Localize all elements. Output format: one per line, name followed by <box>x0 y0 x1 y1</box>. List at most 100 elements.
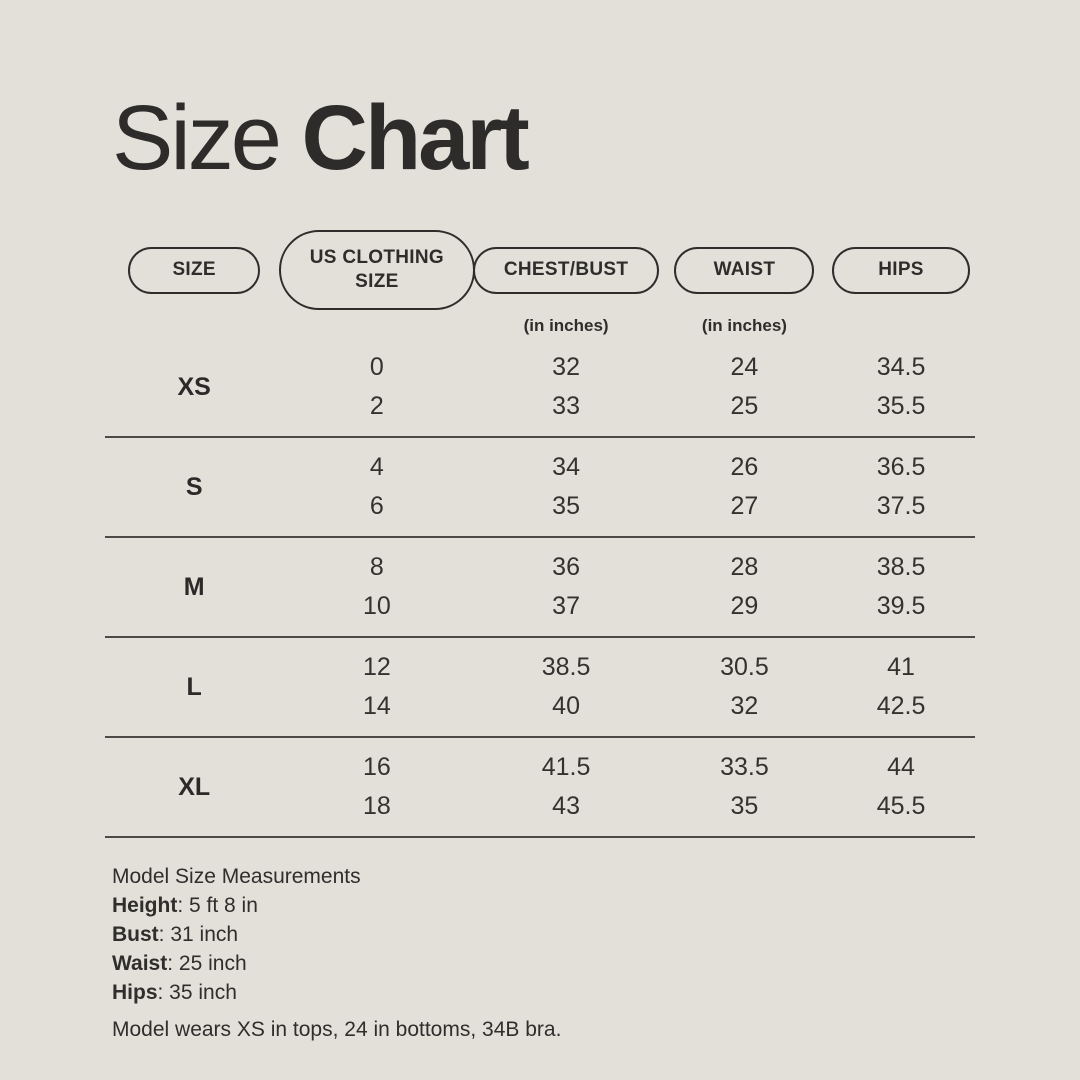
us-size-pill-area: US CLOTHING SIZE <box>278 228 475 312</box>
cell-value: 6 <box>369 492 384 520</box>
stat-hips: Hips: 35 inch <box>112 978 975 1007</box>
model-measurements: Model Size Measurements Height: 5 ft 8 i… <box>112 862 975 1044</box>
cell-value: 34.5 <box>876 353 926 381</box>
cell-hips: 34.5 35.5 <box>827 348 975 426</box>
waist-pill-area: WAIST <box>674 228 815 312</box>
cell-value: 30.5 <box>720 653 769 681</box>
chest-pill-area: CHEST/BUST <box>473 228 660 312</box>
cell-value: 26 <box>730 453 759 481</box>
cell-value: 33.5 <box>720 753 769 781</box>
cell-value: 32 <box>552 353 580 381</box>
cell-value: 10 <box>362 592 391 620</box>
table-row-xs: XS 0 2 32 33 24 25 34.5 35.5 <box>105 338 975 438</box>
stat-height-label: Height <box>112 894 178 917</box>
chest-header-sub: (in inches) <box>523 316 609 335</box>
cell-value: 36.5 <box>876 453 926 481</box>
stat-bust: Bust: 31 inch <box>112 920 975 949</box>
cell-value: 18 <box>362 792 391 820</box>
cell-value: 41.5 <box>541 753 591 781</box>
cell-value: 45.5 <box>876 792 926 820</box>
cell-value: 12 <box>362 653 391 681</box>
cell-value: 4 <box>369 453 384 481</box>
cell-value: 40 <box>552 692 580 720</box>
cell-value: 37.5 <box>876 492 926 520</box>
cell-waist: 28 29 <box>662 548 827 626</box>
stat-height: Height: 5 ft 8 in <box>112 891 975 920</box>
cell-waist: 33.5 35 <box>662 748 827 826</box>
cell-waist: 30.5 32 <box>662 648 827 726</box>
stat-bust-label: Bust <box>112 923 159 946</box>
cell-value: 29 <box>730 592 759 620</box>
cell-us-size: 0 2 <box>283 348 470 426</box>
cell-value: 35 <box>730 792 759 820</box>
cell-value: 36 <box>552 553 580 581</box>
header-cell-size: SIZE <box>105 228 283 338</box>
cell-hips: 44 45.5 <box>827 748 975 826</box>
cell-value: 42.5 <box>876 692 926 720</box>
cell-chest: 41.5 43 <box>470 748 661 826</box>
stat-waist-value: : 25 inch <box>167 952 247 975</box>
cell-value: 0 <box>369 353 384 381</box>
cell-chest: 32 33 <box>470 348 661 426</box>
cell-value: 43 <box>552 792 580 820</box>
cell-value: 27 <box>730 492 759 520</box>
header-cell-waist: WAIST (in inches) <box>662 228 827 338</box>
cell-chest: 38.5 40 <box>470 648 661 726</box>
cell-value: 25 <box>730 392 759 420</box>
chest-header-pill: CHEST/BUST <box>473 246 660 294</box>
cell-chest: 34 35 <box>470 448 661 526</box>
row-size-label: XS <box>177 372 211 401</box>
cell-hips: 41 42.5 <box>827 648 975 726</box>
stat-bust-value: : 31 inch <box>158 923 239 946</box>
cell-value: 24 <box>730 353 759 381</box>
header-cell-hips: HIPS <box>827 228 975 338</box>
cell-us-size: 8 10 <box>283 548 470 626</box>
us-size-header-pill: US CLOTHING SIZE <box>278 230 475 310</box>
cell-us-size: 16 18 <box>283 748 470 826</box>
cell-value: 28 <box>730 553 759 581</box>
table-row-m: M 8 10 36 37 28 29 38.5 39.5 <box>105 538 975 638</box>
cell-value: 34 <box>552 453 580 481</box>
cell-value: 38.5 <box>541 653 591 681</box>
cell-value: 2 <box>369 392 384 420</box>
title-space <box>279 87 302 189</box>
header-cell-us-size: US CLOTHING SIZE <box>278 228 475 338</box>
title-word-size: Size <box>112 87 282 189</box>
page-title: Size Chart <box>112 92 975 184</box>
cell-waist: 24 25 <box>662 348 827 426</box>
cell-value: 33 <box>552 392 580 420</box>
cell-value: 44 <box>887 753 915 781</box>
cell-value: 35 <box>552 492 580 520</box>
hips-header-pill: HIPS <box>832 246 971 294</box>
stat-waist: Waist: 25 inch <box>112 949 975 978</box>
size-header-pill: SIZE <box>128 246 261 294</box>
measurements-heading: Model Size Measurements <box>112 865 361 888</box>
cell-value: 14 <box>362 692 391 720</box>
size-pill-area: SIZE <box>128 228 261 312</box>
cell-value: 37 <box>552 592 580 620</box>
cell-hips: 36.5 37.5 <box>827 448 975 526</box>
row-size-label: L <box>186 672 202 701</box>
cell-value: 38.5 <box>876 553 926 581</box>
stat-waist-label: Waist <box>112 952 168 975</box>
table-header-row: SIZE US CLOTHING SIZE CHEST/BUST (in inc… <box>105 228 975 338</box>
cell-waist: 26 27 <box>662 448 827 526</box>
stat-hips-label: Hips <box>112 981 158 1004</box>
stat-height-value: : 5 ft 8 in <box>177 894 258 917</box>
cell-hips: 38.5 39.5 <box>827 548 975 626</box>
cell-us-size: 12 14 <box>283 648 470 726</box>
cell-value: 32 <box>730 692 759 720</box>
row-size-label: S <box>185 472 203 501</box>
cell-value: 8 <box>369 553 384 581</box>
row-size-label: XL <box>178 772 211 801</box>
cell-chest: 36 37 <box>470 548 661 626</box>
table-row-l: L 12 14 38.5 40 30.5 32 41 42.5 <box>105 638 975 738</box>
cell-value: 16 <box>362 753 391 781</box>
cell-value: 35.5 <box>876 392 926 420</box>
cell-us-size: 4 6 <box>283 448 470 526</box>
size-table: SIZE US CLOTHING SIZE CHEST/BUST (in inc… <box>105 228 975 838</box>
cell-value: 39.5 <box>876 592 926 620</box>
model-wears-note: Model wears XS in tops, 24 in bottoms, 3… <box>112 1018 562 1041</box>
title-word-chart: Chart <box>301 87 530 189</box>
